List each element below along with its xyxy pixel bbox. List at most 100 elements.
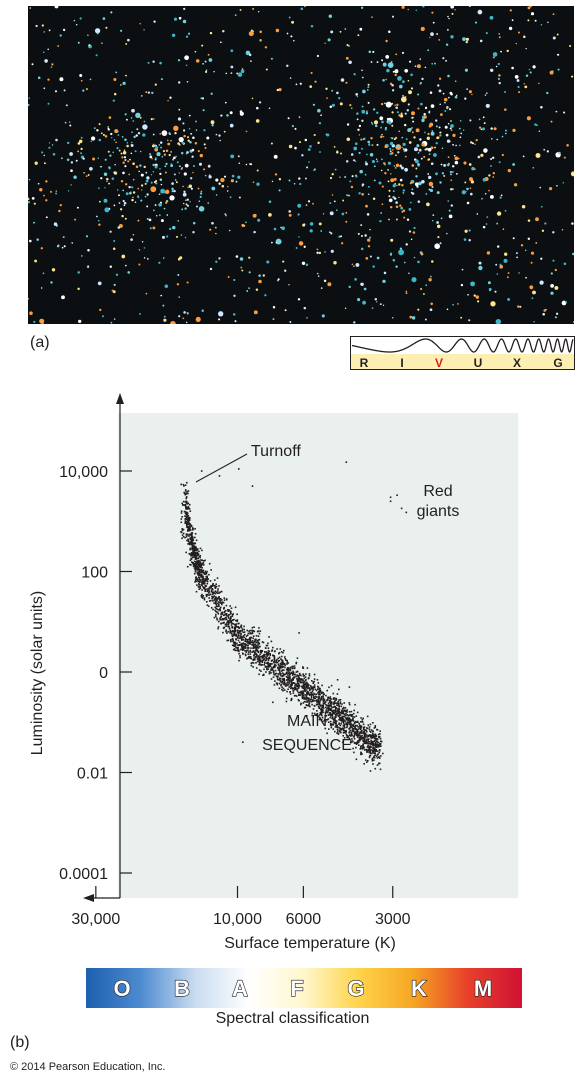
main-sequence-star (372, 734, 374, 736)
star-dot (465, 37, 469, 41)
main-sequence-star (363, 763, 365, 765)
star-dot (518, 91, 521, 94)
star-dot (181, 208, 184, 211)
main-sequence-star (337, 700, 339, 703)
main-sequence-star (341, 741, 344, 744)
main-sequence-star (326, 707, 328, 710)
main-sequence-star (184, 493, 187, 496)
main-sequence-star (376, 728, 378, 731)
main-sequence-star (334, 702, 336, 704)
main-sequence-star (362, 737, 364, 740)
main-sequence-star (294, 686, 296, 688)
star-dot (153, 118, 155, 120)
main-sequence-star (274, 680, 276, 682)
star-dot (523, 82, 526, 85)
star-dot (124, 113, 127, 116)
star-dot (388, 30, 391, 33)
main-sequence-star (250, 662, 253, 665)
star-dot (411, 277, 417, 283)
main-sequence-star (229, 611, 232, 614)
star-dot (152, 60, 155, 63)
main-sequence-star (256, 658, 259, 660)
star-dot (144, 182, 147, 185)
main-sequence-star (218, 592, 221, 594)
main-sequence-star (336, 724, 338, 727)
main-sequence-star (189, 548, 191, 551)
star-dot (504, 108, 507, 111)
main-sequence-star (246, 629, 248, 632)
main-sequence-star (229, 621, 232, 624)
main-sequence-star (313, 696, 315, 699)
star-dot (183, 311, 186, 314)
main-sequence-star (245, 651, 247, 653)
main-sequence-star (333, 711, 336, 714)
main-sequence-star (343, 716, 346, 718)
main-sequence-star (284, 673, 287, 676)
star-dot (376, 256, 380, 260)
star-dot (348, 60, 352, 65)
main-sequence-star (303, 706, 306, 709)
star-dot (492, 171, 496, 175)
star-dot (264, 46, 268, 49)
star-dot (366, 213, 370, 216)
star-dot (542, 313, 545, 316)
main-sequence-star (369, 749, 372, 751)
star-dot (557, 68, 560, 71)
star-dot (330, 249, 334, 253)
main-sequence-star (208, 600, 211, 602)
main-sequence-star (335, 720, 337, 722)
star-dot (478, 265, 483, 271)
star-dot (127, 38, 130, 42)
main-sequence-star (338, 705, 341, 708)
main-sequence-star (205, 595, 208, 598)
star-dot (175, 235, 179, 238)
star-dot (295, 247, 298, 249)
main-sequence-star (351, 741, 353, 743)
main-sequence-star (360, 752, 362, 754)
main-sequence-star (380, 740, 383, 743)
main-sequence-star (319, 699, 322, 702)
main-sequence-star (272, 666, 275, 669)
star-dot (351, 263, 354, 266)
main-sequence-star (372, 763, 374, 765)
star-dot (402, 192, 405, 194)
star-dot (248, 31, 254, 37)
main-sequence-star (208, 597, 210, 599)
star-dot (169, 195, 175, 201)
main-sequence-star (369, 754, 371, 757)
star-dot (141, 241, 144, 243)
star-dot (303, 223, 306, 226)
main-sequence-star (307, 684, 309, 687)
main-sequence-star (189, 517, 191, 519)
star-dot (204, 146, 207, 150)
x-tick-label: 3000 (375, 911, 411, 928)
main-sequence-star (349, 720, 352, 722)
main-sequence-star (194, 568, 196, 571)
main-sequence-star (189, 563, 191, 566)
star-dot (116, 189, 119, 191)
main-sequence-star (291, 665, 293, 668)
star-dot (121, 214, 124, 218)
star-dot (464, 229, 468, 233)
star-dot (137, 132, 141, 135)
main-sequence-star (244, 640, 246, 643)
star-dot (227, 186, 229, 188)
main-sequence-star (232, 613, 234, 615)
main-sequence-star (336, 693, 339, 695)
main-sequence-star (361, 753, 363, 755)
star-dot (535, 242, 538, 244)
main-sequence-star (223, 597, 226, 599)
main-sequence-star (359, 739, 361, 742)
main-sequence-star (289, 677, 291, 680)
star-dot (391, 317, 394, 319)
main-sequence-star (296, 687, 299, 690)
main-sequence-star (341, 703, 343, 705)
star-dot (215, 232, 217, 235)
main-sequence-star (286, 667, 289, 669)
main-sequence-star (360, 732, 363, 734)
star-dot (102, 133, 105, 136)
main-sequence-star (240, 642, 243, 645)
star-dot (515, 252, 518, 255)
star-dot (44, 59, 48, 63)
main-sequence-star (298, 691, 301, 694)
